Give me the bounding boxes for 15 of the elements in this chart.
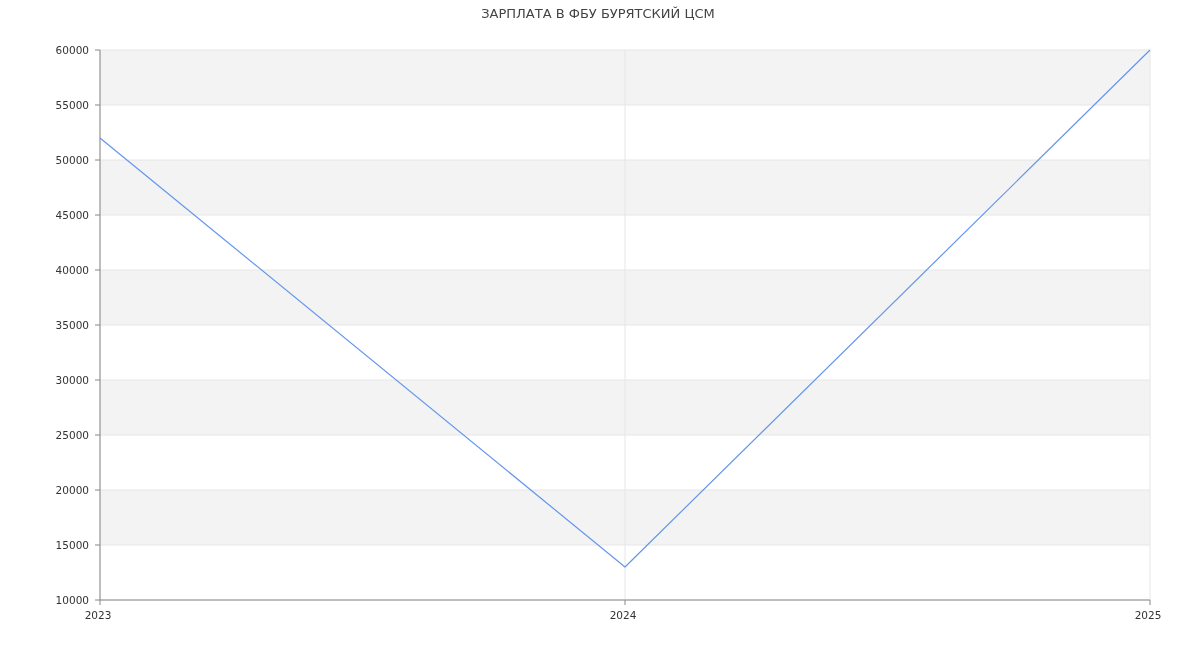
y-tick-label: 45000 xyxy=(55,209,89,221)
y-tick-label: 20000 xyxy=(55,484,89,496)
x-tick-label: 2025 xyxy=(1134,609,1162,621)
chart-title: ЗАРПЛАТА В ФБУ БУРЯТСКИЙ ЦСМ xyxy=(481,6,715,21)
x-tick-label: 2023 xyxy=(84,609,112,621)
y-tick-label: 25000 xyxy=(55,429,89,441)
y-tick-label: 55000 xyxy=(55,99,89,111)
y-tick-label: 10000 xyxy=(55,594,89,606)
y-tick-label: 15000 xyxy=(55,539,89,551)
y-tick-label: 30000 xyxy=(55,374,89,386)
y-tick-label: 35000 xyxy=(55,319,89,331)
y-tick-label: 40000 xyxy=(55,264,89,276)
y-tick-label: 50000 xyxy=(55,154,89,166)
y-tick-label: 60000 xyxy=(55,44,89,56)
x-tick-label: 2024 xyxy=(609,609,637,621)
